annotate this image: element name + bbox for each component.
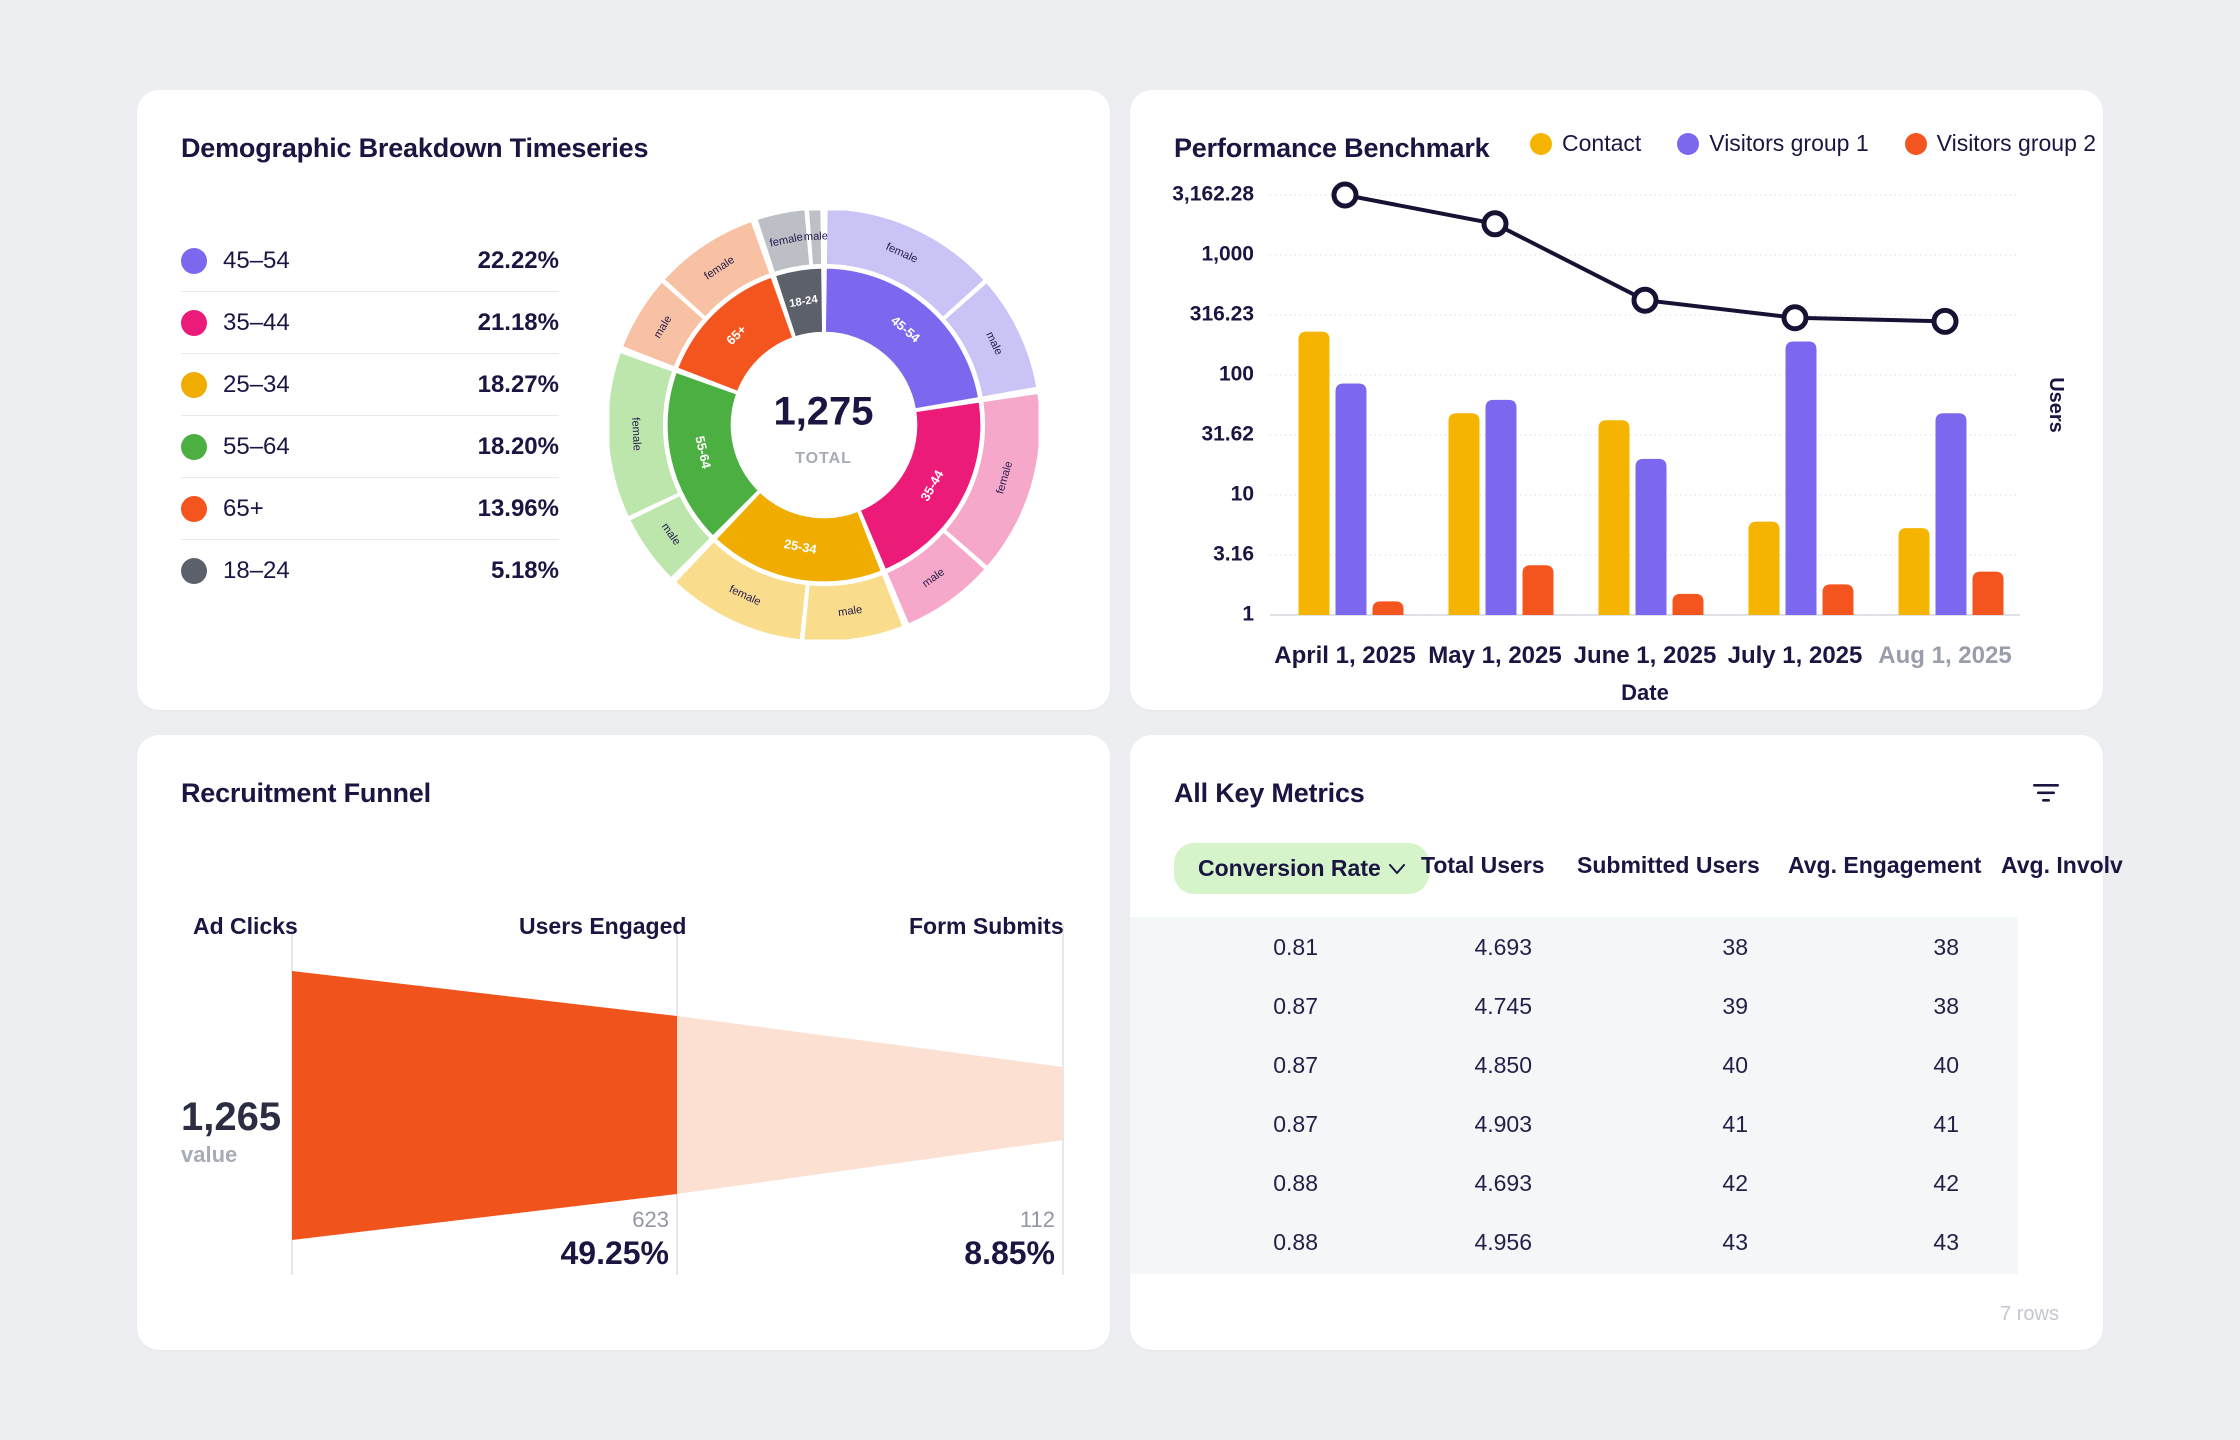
- svg-text:Users: Users: [2045, 377, 2067, 433]
- svg-text:Date: Date: [1621, 680, 1669, 705]
- svg-text:male: male: [803, 230, 828, 243]
- svg-text:June 1, 2025: June 1, 2025: [1574, 642, 1717, 669]
- svg-text:3.16: 3.16: [1213, 543, 1254, 566]
- svg-text:1,000: 1,000: [1201, 243, 1254, 266]
- svg-text:10: 10: [1231, 483, 1254, 506]
- svg-text:Aug 1, 2025: Aug 1, 2025: [1878, 642, 2011, 669]
- svg-text:100: 100: [1219, 363, 1254, 386]
- svg-text:female: female: [629, 417, 643, 451]
- svg-text:July 1, 2025: July 1, 2025: [1728, 642, 1863, 669]
- svg-text:1: 1: [1242, 603, 1254, 626]
- svg-text:May 1, 2025: May 1, 2025: [1428, 642, 1561, 669]
- svg-text:April 1, 2025: April 1, 2025: [1274, 642, 1415, 669]
- svg-text:316.23: 316.23: [1190, 303, 1254, 326]
- svg-text:3,162.28: 3,162.28: [1172, 183, 1254, 206]
- svg-text:31.62: 31.62: [1201, 423, 1254, 446]
